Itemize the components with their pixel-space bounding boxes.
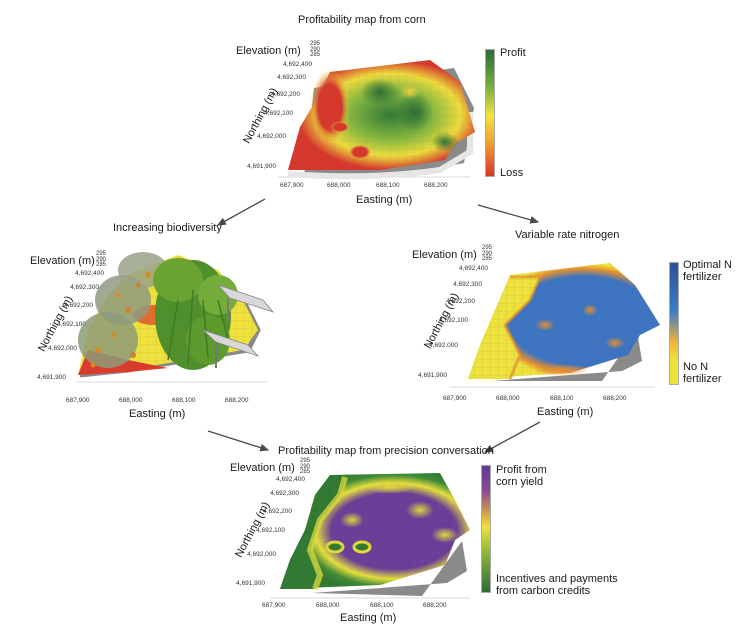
legend-bottom-label: Loss	[500, 167, 524, 179]
legend-bottom-line2: from carbon credits	[496, 585, 591, 597]
northing-tick: 4,692,000	[257, 133, 286, 140]
elevation-axis-label: Elevation (m)	[230, 462, 295, 474]
easting-tick: 688,100	[172, 397, 196, 404]
legend-top-line2: corn yield	[496, 476, 544, 488]
legend-bottom-label: No N fertilizer	[683, 361, 722, 385]
elevation-tick: 295	[299, 458, 310, 464]
legend-bottom-line2: fertilizer	[683, 373, 722, 385]
northing-tick: 4,692,400	[283, 61, 312, 68]
elevation-tick: 290	[481, 250, 492, 257]
northing-tick: 4,691,900	[236, 580, 265, 587]
conservation-colorbar	[481, 465, 491, 593]
legend-top-line1: Optimal N	[683, 259, 732, 271]
northing-tick: 4,692,400	[276, 476, 305, 483]
biodiversity-landscape-illustration	[76, 252, 275, 383]
legend-bottom-line1: Incentives and payments	[496, 573, 618, 585]
easting-tick: 687,900	[443, 395, 467, 402]
northing-tick: 4,692,200	[271, 91, 300, 98]
northing-tick: 4,692,300	[277, 74, 306, 81]
easting-axis-label: Easting (m)	[340, 612, 397, 624]
northing-tick: 4,692,300	[70, 284, 99, 291]
legend-top-line1: Profit from	[496, 464, 547, 476]
northing-tick: 4,692,400	[75, 270, 104, 277]
easting-tick: 688,200	[603, 395, 627, 402]
easting-tick: 688,200	[225, 397, 249, 404]
elevation-tick: 285	[481, 256, 492, 262]
easting-axis-label: Easting (m)	[129, 408, 186, 420]
elevation-tick: 285	[95, 262, 106, 268]
northing-tick: 4,692,200	[64, 302, 93, 309]
easting-tick: 688,000	[327, 182, 351, 189]
elevation-axis-label: Elevation (m)	[236, 45, 301, 57]
northing-tick: 4,692,200	[263, 508, 292, 515]
northing-tick: 4,692,200	[446, 298, 475, 305]
legend-bottom-line1: No N	[683, 361, 709, 373]
northing-tick: 4,692,100	[57, 321, 86, 328]
elevation-tick: 295	[95, 251, 106, 257]
elevation-ticks: 295 290 285	[306, 41, 320, 59]
elevation-tick: 290	[299, 463, 310, 470]
legend-top-label: Profit	[500, 47, 526, 59]
arrow-to-nitrogen	[477, 204, 540, 224]
northing-tick: 4,692,100	[439, 317, 468, 324]
crop-rows-gray	[78, 252, 168, 368]
northing-tick: 4,692,300	[270, 490, 299, 497]
northing-tick: 4,692,300	[453, 281, 482, 288]
easting-tick: 688,100	[370, 602, 394, 609]
panel-title-precision-conservation: Profitability map from precision convers…	[278, 445, 494, 457]
profit-loss-colorbar	[485, 49, 495, 177]
easting-tick: 687,900	[280, 182, 304, 189]
elevation-tick: 295	[309, 41, 320, 47]
easting-axis-label: Easting (m)	[356, 194, 413, 206]
easting-tick: 687,900	[262, 602, 286, 609]
elevation-tick: 290	[309, 46, 320, 53]
legend-top-label: Optimal N fertilizer	[683, 259, 732, 283]
northing-tick: 4,692,000	[247, 551, 276, 558]
elevation-tick: 285	[309, 52, 320, 58]
easting-tick: 688,200	[424, 182, 448, 189]
corn-profit-terrain-map	[278, 60, 475, 180]
northing-tick: 4,691,900	[247, 163, 276, 170]
northing-tick: 4,691,900	[418, 372, 447, 379]
arrow-to-biodiversity	[216, 198, 266, 226]
northing-tick: 4,692,100	[264, 110, 293, 117]
nitrogen-rate-terrain-map	[450, 263, 660, 388]
corn-plants-green	[153, 258, 238, 370]
easting-tick: 688,000	[316, 602, 340, 609]
elevation-tick: 295	[481, 245, 492, 251]
easting-tick: 688,100	[550, 395, 574, 402]
legend-top-label: Profit from corn yield	[496, 464, 547, 488]
solar-panels	[202, 284, 275, 368]
elevation-axis-label: Elevation (m)	[30, 255, 95, 267]
legend-bottom-label: Incentives and payments from carbon cred…	[496, 573, 618, 597]
panel-title-biodiversity: Increasing biodiversity	[113, 222, 222, 234]
northing-tick: 4,692,000	[48, 345, 77, 352]
flowers-orange	[90, 272, 151, 368]
legend-top-line2: fertilizer	[683, 271, 722, 283]
precision-conservation-terrain-map	[270, 473, 470, 599]
northing-tick: 4,692,100	[256, 527, 285, 534]
elevation-tick: 290	[95, 256, 106, 263]
panel-title-corn-profit: Profitability map from corn	[298, 14, 426, 26]
arrow-from-biodiversity	[207, 430, 270, 452]
elevation-ticks: 295 290 285	[296, 458, 310, 476]
northing-tick: 4,691,900	[37, 374, 66, 381]
easting-tick: 688,100	[376, 182, 400, 189]
panel-title-nitrogen: Variable rate nitrogen	[515, 229, 620, 241]
easting-tick: 688,000	[119, 397, 143, 404]
northing-tick: 4,692,400	[459, 265, 488, 272]
easting-tick: 688,200	[423, 602, 447, 609]
elevation-axis-label: Elevation (m)	[412, 249, 477, 261]
elevation-tick: 285	[299, 469, 310, 475]
northing-tick: 4,692,000	[429, 342, 458, 349]
nitrogen-colorbar	[669, 262, 679, 385]
elevation-ticks: 295 290 285	[478, 245, 492, 263]
elevation-ticks: 295 290 285	[94, 251, 106, 269]
easting-axis-label: Easting (m)	[537, 406, 594, 418]
easting-tick: 687,900	[66, 397, 90, 404]
arrow-from-nitrogen	[483, 421, 541, 453]
easting-tick: 688,000	[496, 395, 520, 402]
